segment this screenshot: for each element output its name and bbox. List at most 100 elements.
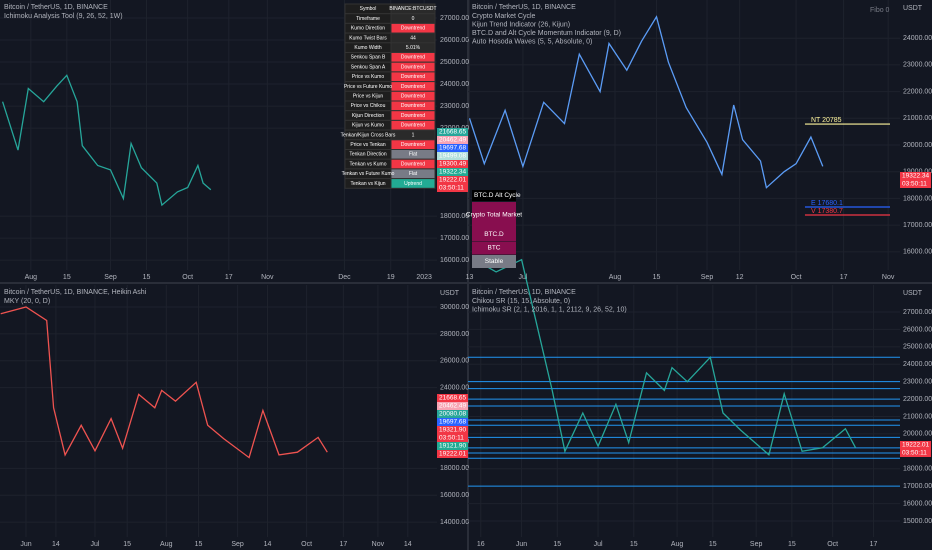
table-value: 5.01% bbox=[406, 45, 421, 51]
x-tick-label: Nov bbox=[882, 274, 895, 281]
x-tick-label: 15 bbox=[630, 541, 638, 548]
x-tick-label: 15 bbox=[143, 274, 151, 281]
price-tag bbox=[437, 410, 468, 418]
price-tag-label: 19222.01 bbox=[439, 451, 466, 458]
panel-title: Bitcoin / TetherUS, 1D, BINANCE, Heikin … bbox=[4, 289, 147, 296]
price-tag-label: 19300.49 bbox=[439, 161, 466, 168]
price-tag bbox=[437, 434, 468, 442]
x-tick-label: 14 bbox=[52, 541, 60, 548]
table-label: Timeframe bbox=[356, 16, 380, 22]
y-tick-label: 16000.00 bbox=[903, 249, 932, 256]
x-tick-label: 14 bbox=[404, 541, 412, 548]
price-tag-label: 21668.65 bbox=[439, 395, 466, 402]
table-label: Price vs Kijun bbox=[353, 93, 384, 99]
table-value: 0 bbox=[412, 16, 415, 22]
price-tag bbox=[437, 426, 468, 434]
currency-label: USDT bbox=[903, 5, 923, 12]
indicator-name: MKY (20, 0, D) bbox=[4, 298, 50, 305]
table-value: Downtrend bbox=[401, 26, 425, 32]
y-tick-label: 18000.00 bbox=[903, 195, 932, 202]
y-tick-label: 21000.00 bbox=[903, 115, 932, 122]
x-tick-label: Jul bbox=[518, 274, 527, 281]
y-tick-label: 27000.00 bbox=[440, 15, 469, 22]
table-label: Tenkan Direction bbox=[349, 152, 386, 158]
y-tick-label: 24000.00 bbox=[903, 361, 932, 368]
y-tick-label: 26000.00 bbox=[440, 37, 469, 44]
y-tick-label: 17000.00 bbox=[903, 483, 932, 490]
x-tick-label: Oct bbox=[827, 541, 838, 548]
cycle-label: Stable bbox=[485, 258, 504, 265]
indicator-name: Auto Hosoda Waves (5, 5, Absolute, 0) bbox=[472, 38, 592, 45]
table-value: Downtrend bbox=[401, 55, 425, 61]
y-tick-label: 22000.00 bbox=[903, 396, 932, 403]
table-label: Kumo Width bbox=[354, 45, 381, 51]
y-tick-label: 15000.00 bbox=[903, 518, 932, 525]
y-tick-label: 14000.00 bbox=[440, 519, 469, 526]
y-tick-label: 23000.00 bbox=[903, 62, 932, 69]
currency-label: USDT bbox=[903, 290, 923, 297]
price-tag-label: 19499.08 bbox=[439, 153, 466, 160]
x-tick-label: Aug bbox=[671, 541, 684, 548]
price-tag bbox=[900, 449, 931, 457]
price-tag bbox=[437, 418, 468, 426]
y-tick-label: 16000.00 bbox=[903, 500, 932, 507]
x-tick-label: Dec bbox=[338, 274, 351, 281]
x-tick-label: Oct bbox=[301, 541, 312, 548]
table-value: Uptrend bbox=[404, 181, 422, 187]
cycle-cell bbox=[472, 202, 516, 228]
table-value: Flat bbox=[409, 152, 418, 158]
price-tag-label: 19222.01 bbox=[439, 177, 466, 184]
price-tag bbox=[900, 180, 931, 188]
indicator-name: BTC.D and Alt Cycle Momentum Indicator (… bbox=[472, 30, 621, 37]
table-label: Kijun Direction bbox=[352, 113, 384, 119]
table-label: Price vs Future Kumo bbox=[344, 84, 392, 90]
table-label: Senkou Span A bbox=[351, 64, 386, 70]
panel-title: Bitcoin / TetherUS, 1D, BINANCE bbox=[4, 4, 108, 11]
x-tick-label: Nov bbox=[372, 541, 385, 548]
x-tick-label: Jun bbox=[20, 541, 31, 548]
cycle-label: BTC bbox=[488, 245, 501, 252]
x-tick-label: 17 bbox=[870, 541, 878, 548]
cycle-title-bg bbox=[472, 190, 516, 201]
price-tag bbox=[437, 152, 468, 160]
price-tag bbox=[437, 144, 468, 152]
level-label: E 17680.1 bbox=[811, 200, 843, 207]
y-tick-label: 25000.00 bbox=[903, 344, 932, 351]
x-tick-label: 15 bbox=[63, 274, 71, 281]
y-tick-label: 18000.00 bbox=[903, 466, 932, 473]
cycle-title: BTC.D Alt Cycle bbox=[474, 192, 521, 199]
indicator-name: Chikou SR (15, 15, Absolute, 0) bbox=[472, 298, 570, 305]
x-tick-label: Oct bbox=[791, 274, 802, 281]
y-tick-label: 27000.00 bbox=[903, 309, 932, 316]
table-value: Downtrend bbox=[401, 103, 425, 109]
price-tag-label: 19322.34 bbox=[902, 173, 929, 180]
indicator-name: Crypto Market Cycle bbox=[472, 13, 536, 20]
price-line bbox=[480, 258, 857, 456]
price-tag bbox=[437, 136, 468, 144]
x-tick-label: Aug bbox=[609, 274, 622, 281]
table-value: Downtrend bbox=[401, 64, 425, 70]
y-tick-label: 16000.00 bbox=[440, 492, 469, 499]
price-tag bbox=[437, 176, 468, 184]
price-line bbox=[468, 15, 824, 189]
table-label: Tenkan vs Kumo bbox=[350, 161, 387, 167]
price-tag-label: 03:50:11 bbox=[902, 450, 927, 457]
x-tick-label: Nov bbox=[261, 274, 274, 281]
cycle-cell bbox=[472, 228, 516, 241]
x-tick-label: Aug bbox=[25, 274, 38, 281]
x-tick-label: Jul bbox=[594, 541, 603, 548]
price-tag bbox=[437, 442, 468, 450]
x-tick-label: 2023 bbox=[416, 274, 432, 281]
x-tick-label: Aug bbox=[160, 541, 173, 548]
table-label: Tenkan/Kijun Cross Bars bbox=[341, 132, 396, 138]
y-tick-label: 24000.00 bbox=[440, 385, 469, 392]
y-tick-label: 23000.00 bbox=[440, 103, 469, 110]
table-label: Tenkan vs Kijun bbox=[350, 181, 385, 187]
price-tag-label: 03:50:11 bbox=[439, 185, 464, 192]
x-tick-label: 15 bbox=[709, 541, 717, 548]
y-tick-label: 17000.00 bbox=[440, 235, 469, 242]
cycle-cell bbox=[472, 241, 516, 255]
table-value: 44 bbox=[410, 35, 416, 41]
price-tag bbox=[437, 450, 468, 458]
